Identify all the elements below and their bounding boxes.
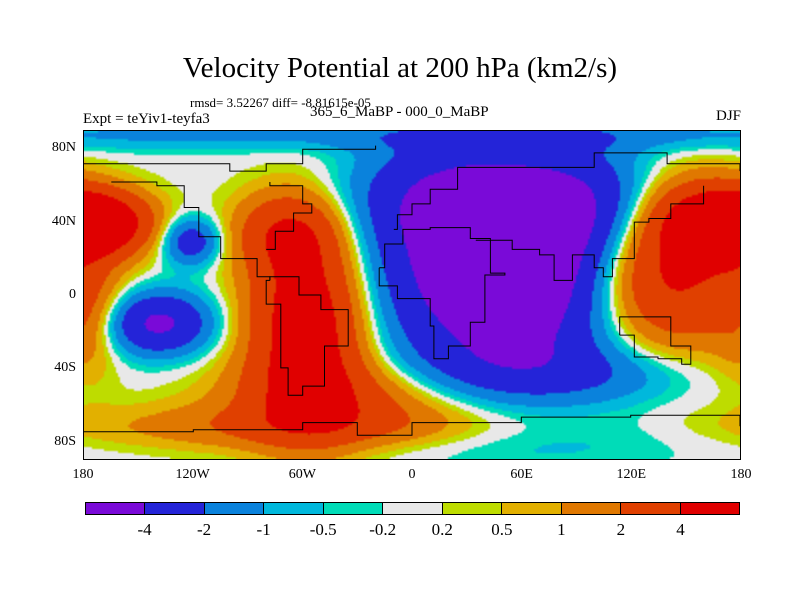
- colorbar-swatch: [145, 503, 205, 514]
- colorbar-label: 2: [616, 520, 626, 539]
- comparison-label: 365_6_MaBP - 000_0_MaBP: [310, 104, 489, 120]
- colorbar-label: -0.2: [369, 520, 397, 539]
- colorbar-label: -4: [137, 520, 152, 539]
- x-tick-label: 60W: [288, 467, 316, 482]
- coastlines: [84, 145, 740, 436]
- x-tick-label: 120W: [175, 467, 210, 482]
- season-label: DJF: [715, 108, 741, 124]
- x-tick-label: 180: [730, 467, 752, 482]
- colorbar-label: 4: [676, 520, 685, 539]
- stats-text: rmsd= 3.52267 diff= -8.81615e-05: [190, 95, 371, 110]
- coastline: [266, 182, 313, 250]
- x-tick-label: 120E: [616, 467, 647, 482]
- plot-title: Velocity Potential at 200 hPa (km2/s): [182, 52, 618, 84]
- colorbar-swatch: [264, 503, 324, 514]
- y-tick-label: 80N: [51, 140, 76, 156]
- x-tick-label: 60E: [510, 467, 533, 482]
- colorbar-swatch: [442, 503, 503, 514]
- x-tick-label: 0: [408, 467, 416, 482]
- coastline: [111, 181, 271, 281]
- coastline: [475, 185, 705, 281]
- colorbar-label: -1: [256, 520, 271, 539]
- colorbar-label: 0.2: [431, 520, 453, 539]
- y-tick-label: 40S: [54, 360, 76, 376]
- contour-map: [83, 130, 741, 460]
- colorbar-swatch: [502, 503, 562, 514]
- colorbar-label: 1: [557, 520, 566, 539]
- colorbar-swatch: [383, 503, 443, 514]
- experiment-label: Expt = teYiv1-teyfa3: [83, 111, 210, 127]
- colorbar-label: 0.5: [491, 520, 513, 539]
- colorbar-label: -2: [196, 520, 212, 539]
- colorbar-swatch: [561, 503, 622, 514]
- colorbar: [85, 502, 740, 515]
- colorbar-swatch: [680, 503, 739, 514]
- coastline: [265, 276, 349, 396]
- coastline: [393, 152, 740, 230]
- filled-contours: [84, 131, 740, 459]
- y-tick-label: 40N: [51, 213, 76, 229]
- colorbar-swatch: [86, 503, 146, 514]
- coastline: [84, 145, 377, 172]
- x-tick-label: 180: [72, 467, 94, 482]
- y-tick-label: 80S: [54, 433, 76, 449]
- coastline: [619, 316, 692, 365]
- coastline: [378, 227, 506, 360]
- coastline: [84, 414, 740, 436]
- colorbar-label: -0.5: [309, 520, 337, 539]
- y-tick-label: 0: [69, 287, 76, 302]
- colorbar-swatch: [204, 503, 265, 514]
- colorbar-swatch: [323, 503, 384, 514]
- colorbar-swatch: [621, 503, 681, 514]
